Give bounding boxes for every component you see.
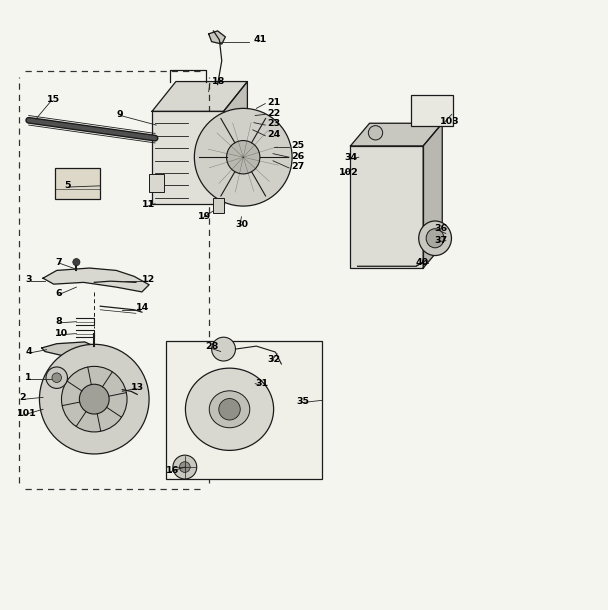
Text: 21: 21: [267, 98, 280, 107]
Bar: [350, 146, 423, 268]
Circle shape: [173, 455, 197, 479]
Polygon shape: [209, 31, 226, 44]
Polygon shape: [43, 268, 149, 292]
Circle shape: [73, 259, 80, 266]
Text: 102: 102: [339, 168, 358, 178]
Circle shape: [61, 367, 127, 432]
Text: 103: 103: [440, 117, 460, 126]
Text: 12: 12: [142, 275, 155, 284]
Text: 36: 36: [434, 224, 447, 233]
Text: 101: 101: [17, 409, 36, 418]
Text: 9: 9: [116, 110, 123, 119]
Text: 5: 5: [64, 181, 71, 190]
Text: 41: 41: [254, 35, 266, 45]
Circle shape: [40, 344, 149, 454]
Text: 35: 35: [297, 397, 310, 406]
Circle shape: [46, 367, 67, 389]
Text: 3: 3: [25, 275, 32, 284]
Circle shape: [212, 337, 235, 361]
Bar: [55, 168, 100, 199]
Text: 18: 18: [212, 77, 225, 86]
Text: 1: 1: [25, 373, 32, 382]
Polygon shape: [42, 342, 106, 359]
Bar: [213, 198, 224, 213]
Circle shape: [80, 384, 109, 414]
Text: 30: 30: [235, 220, 249, 229]
Text: 25: 25: [291, 141, 304, 150]
Text: 37: 37: [434, 236, 447, 245]
Text: 2: 2: [19, 393, 26, 402]
Text: 7: 7: [55, 257, 61, 267]
Text: 8: 8: [55, 317, 61, 326]
Bar: [166, 341, 322, 479]
Text: 32: 32: [267, 355, 280, 364]
Ellipse shape: [419, 221, 452, 256]
Text: 27: 27: [291, 162, 304, 171]
Circle shape: [368, 126, 382, 140]
Bar: [411, 95, 453, 126]
Polygon shape: [350, 123, 442, 146]
Circle shape: [227, 140, 260, 174]
Ellipse shape: [185, 368, 274, 450]
Circle shape: [219, 398, 240, 420]
Text: 23: 23: [267, 120, 280, 128]
Text: 11: 11: [142, 201, 155, 209]
Polygon shape: [224, 82, 247, 204]
Bar: [152, 112, 224, 204]
Polygon shape: [152, 82, 247, 112]
Ellipse shape: [209, 391, 250, 428]
Text: 24: 24: [267, 130, 280, 139]
Text: 34: 34: [345, 152, 358, 162]
Text: 15: 15: [47, 95, 60, 104]
Text: 16: 16: [166, 466, 179, 475]
Text: 14: 14: [136, 304, 149, 312]
Text: 26: 26: [291, 151, 304, 160]
Ellipse shape: [426, 229, 444, 248]
Text: 22: 22: [267, 109, 280, 118]
Circle shape: [179, 462, 190, 472]
Bar: [149, 174, 164, 192]
Text: 13: 13: [131, 382, 144, 392]
Text: 31: 31: [255, 379, 268, 388]
Text: 6: 6: [55, 289, 61, 298]
Text: 28: 28: [206, 342, 219, 351]
Circle shape: [195, 109, 292, 206]
Text: 10: 10: [55, 329, 68, 338]
Text: 4: 4: [25, 347, 32, 356]
Text: 19: 19: [198, 212, 211, 221]
Text: 40: 40: [416, 257, 429, 267]
Polygon shape: [423, 123, 442, 268]
Circle shape: [52, 373, 61, 382]
